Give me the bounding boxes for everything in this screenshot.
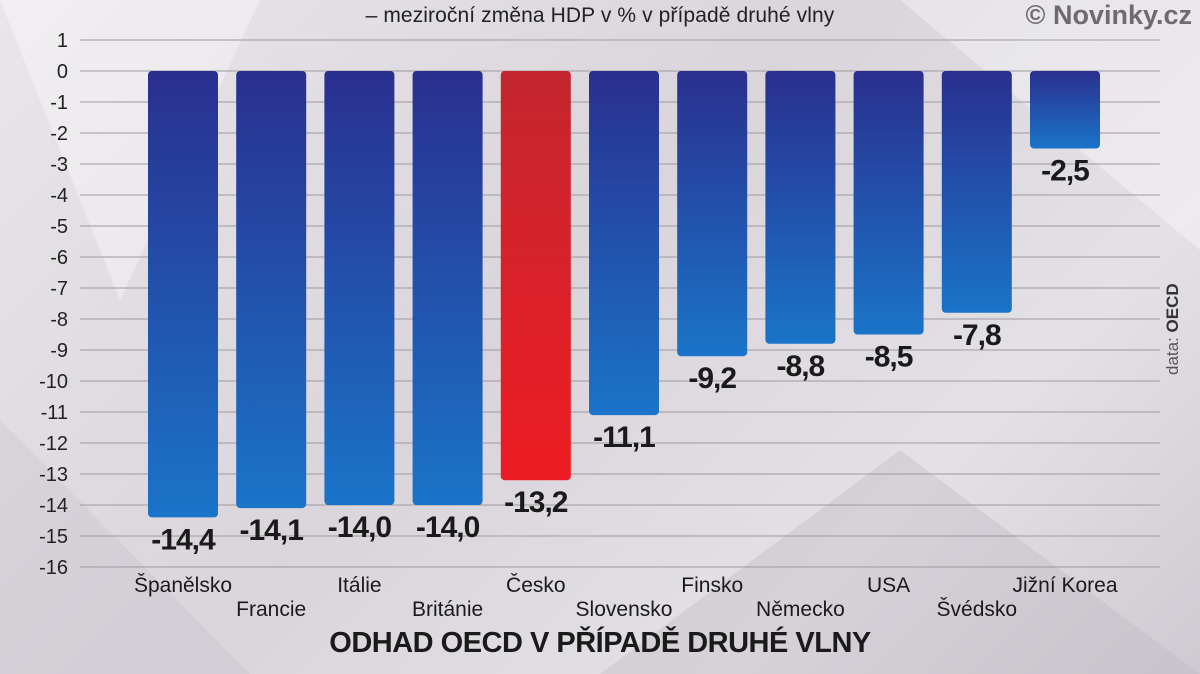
value-label-3: -14,0	[416, 511, 480, 544]
bar-5	[589, 71, 659, 416]
y-tick-label: -14	[39, 495, 68, 517]
value-label-6: -9,2	[688, 362, 736, 395]
value-label-9: -7,8	[953, 319, 1001, 352]
value-label-5: -11,1	[593, 421, 655, 454]
bar-7	[765, 71, 836, 344]
category-label-10: Jižní Korea	[1012, 574, 1117, 597]
value-label-1: -14,1	[240, 514, 304, 547]
bar-9	[941, 71, 1012, 313]
category-label-1: Francie	[236, 598, 306, 621]
y-tick-label: -1	[50, 92, 68, 114]
y-tick-label: -2	[50, 123, 68, 145]
bar-0	[148, 71, 218, 518]
y-tick-label: -3	[50, 154, 68, 176]
value-label-0: -14,4	[151, 523, 216, 556]
bar-2	[324, 71, 395, 505]
category-label-0: Španělsko	[134, 574, 232, 597]
value-label-10: -2,5	[1041, 155, 1089, 188]
y-tick-label: -4	[50, 185, 68, 207]
y-tick-label: -10	[39, 371, 68, 393]
y-tick-label: -13	[39, 464, 68, 486]
bar-1	[236, 71, 307, 509]
value-label-2: -14,0	[328, 511, 392, 544]
category-label-7: Německo	[756, 598, 845, 621]
y-tick-label: -8	[50, 309, 68, 331]
chart-title: ODHAD OECD V PŘÍPADĚ DRUHÉ VLNY	[329, 627, 871, 659]
bar-4	[500, 71, 571, 481]
y-tick-label: -11	[41, 402, 68, 424]
y-tick-label: 0	[57, 61, 68, 83]
y-tick-label: -16	[39, 557, 68, 579]
chart-subtitle: – meziroční změna HDP v % v případě druh…	[365, 4, 835, 27]
bar-3	[412, 71, 483, 505]
bar-10	[1030, 71, 1100, 149]
y-tick-label: -7	[50, 278, 68, 300]
category-label-3: Británie	[412, 598, 483, 621]
value-label-7: -8,8	[777, 350, 825, 383]
category-label-9: Švédsko	[937, 598, 1018, 621]
y-tick-label: 1	[57, 30, 68, 52]
bar-8	[853, 71, 924, 335]
category-label-4: Česko	[506, 574, 566, 597]
copyright-label: © Novinky.cz	[1025, 0, 1192, 30]
bar-6	[677, 71, 748, 357]
value-label-4: -13,2	[504, 486, 568, 519]
category-label-5: Slovensko	[576, 598, 673, 621]
y-tick-label: -5	[50, 216, 68, 238]
category-label-2: Itálie	[337, 574, 381, 597]
y-tick-label: -6	[50, 247, 68, 269]
y-tick-label: -12	[39, 433, 68, 455]
category-label-8: USA	[867, 574, 910, 597]
category-label-6: Finsko	[681, 574, 743, 597]
y-tick-label: -15	[39, 526, 68, 548]
value-label-8: -8,5	[865, 341, 913, 374]
y-tick-label: -9	[50, 340, 68, 362]
